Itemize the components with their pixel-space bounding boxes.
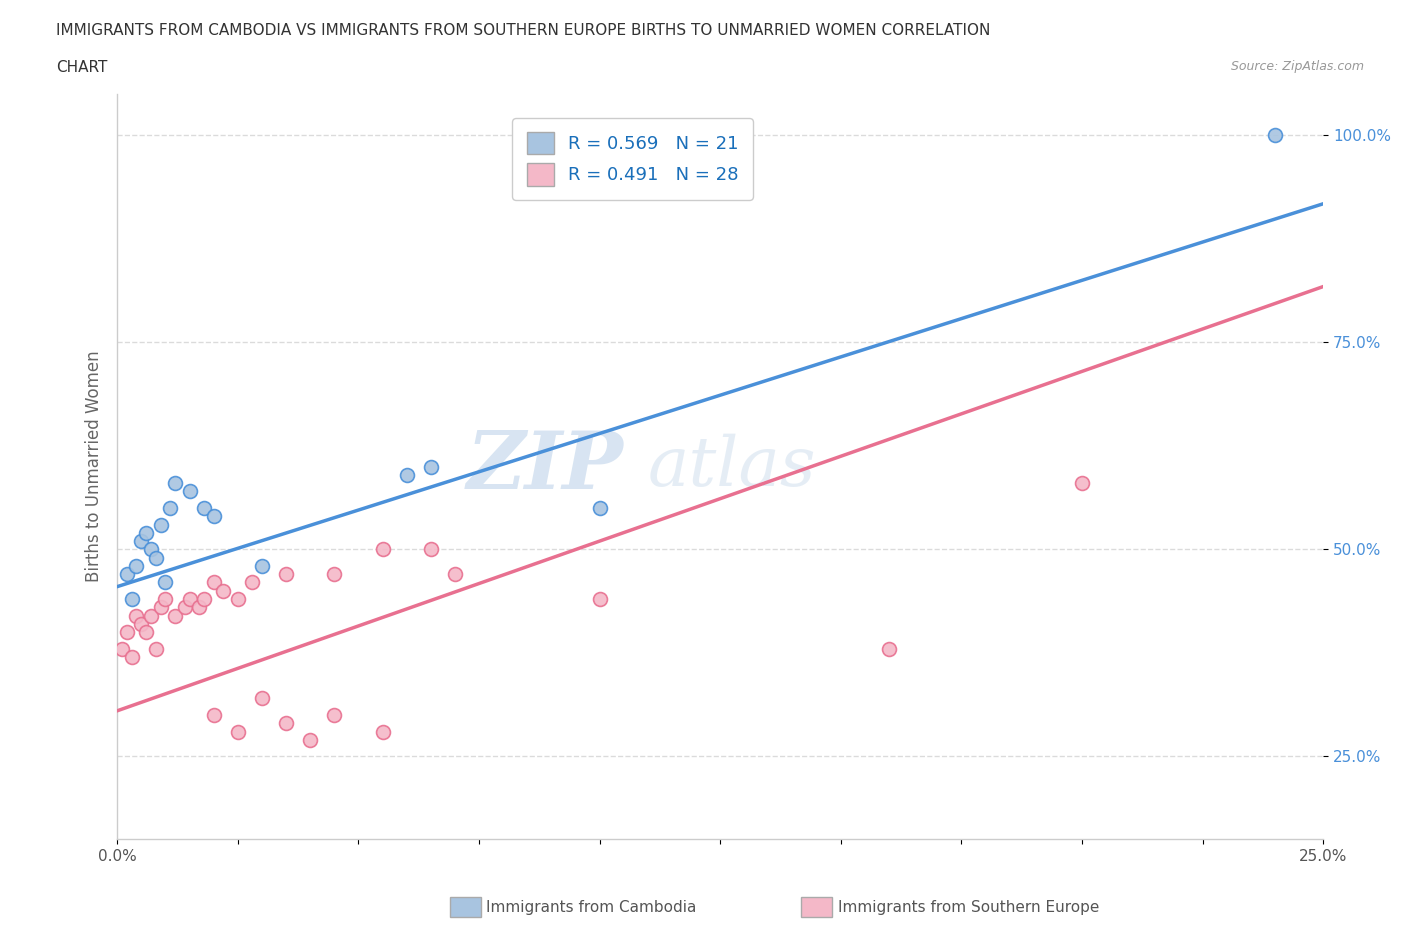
Point: [419, 459, 441, 474]
Point: [155, 575, 177, 590]
Point: [323, 708, 346, 723]
Point: [1264, 128, 1286, 143]
Point: [121, 591, 143, 606]
Point: [240, 575, 263, 590]
Point: [165, 476, 187, 491]
Point: [1071, 476, 1094, 491]
Point: [139, 542, 162, 557]
Point: [250, 691, 273, 706]
Point: [588, 500, 610, 515]
Point: [155, 591, 177, 606]
Text: atlas: atlas: [648, 433, 817, 500]
Point: [179, 484, 201, 498]
Y-axis label: Births to Unmarried Women: Births to Unmarried Women: [86, 351, 103, 582]
Point: [125, 559, 148, 574]
Point: [444, 566, 467, 581]
Text: ZIP: ZIP: [467, 428, 624, 505]
Point: [149, 600, 172, 615]
Point: [371, 724, 394, 739]
Point: [250, 559, 273, 574]
Point: [371, 542, 394, 557]
Point: [121, 649, 143, 664]
Point: [131, 534, 153, 549]
Point: [145, 551, 167, 565]
Text: Source: ZipAtlas.com: Source: ZipAtlas.com: [1230, 60, 1364, 73]
Point: [202, 575, 225, 590]
Point: [115, 625, 138, 640]
Text: IMMIGRANTS FROM CAMBODIA VS IMMIGRANTS FROM SOUTHERN EUROPE BIRTHS TO UNMARRIED : IMMIGRANTS FROM CAMBODIA VS IMMIGRANTS F…: [56, 23, 991, 38]
Point: [193, 500, 215, 515]
Point: [202, 708, 225, 723]
Point: [202, 509, 225, 524]
Point: [274, 566, 297, 581]
Point: [179, 591, 201, 606]
Point: [193, 591, 215, 606]
Point: [274, 716, 297, 731]
Text: Immigrants from Cambodia: Immigrants from Cambodia: [486, 900, 697, 915]
Point: [111, 642, 134, 657]
Point: [226, 591, 249, 606]
Point: [115, 566, 138, 581]
Point: [139, 608, 162, 623]
Point: [877, 642, 900, 657]
Point: [212, 583, 235, 598]
Point: [588, 591, 610, 606]
Point: [149, 517, 172, 532]
Point: [395, 468, 418, 483]
Point: [125, 608, 148, 623]
Point: [226, 724, 249, 739]
Point: [145, 642, 167, 657]
Legend: R = 0.569   N = 21, R = 0.491   N = 28: R = 0.569 N = 21, R = 0.491 N = 28: [512, 118, 754, 200]
Point: [165, 608, 187, 623]
Point: [135, 625, 157, 640]
Point: [135, 525, 157, 540]
Text: CHART: CHART: [56, 60, 108, 75]
Point: [131, 617, 153, 631]
Point: [323, 566, 346, 581]
Point: [419, 542, 441, 557]
Point: [173, 600, 195, 615]
Text: Immigrants from Southern Europe: Immigrants from Southern Europe: [838, 900, 1099, 915]
Point: [159, 500, 181, 515]
Point: [299, 732, 322, 747]
Point: [188, 600, 211, 615]
